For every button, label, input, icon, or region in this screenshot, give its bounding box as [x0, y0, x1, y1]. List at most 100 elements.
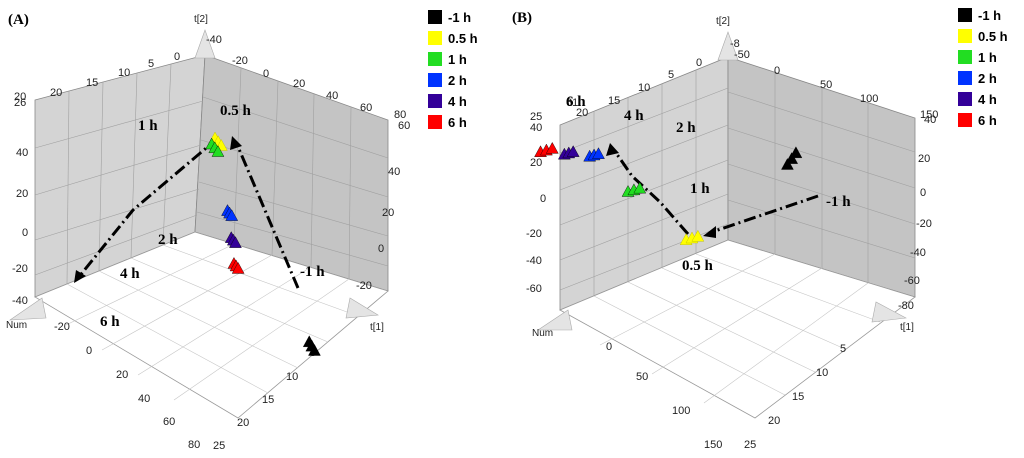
panel-a-num-top-ticks: 20 15 10 5 0	[50, 51, 180, 99]
svg-text:-80: -80	[898, 300, 914, 312]
panel-b-cluster-label-6h: 6 h	[566, 94, 586, 110]
svg-text:40: 40	[326, 90, 338, 102]
legend-swatch-0-5-h	[428, 31, 442, 45]
svg-text:60: 60	[163, 416, 175, 428]
panel-b-x-front-ticks: 5 10 15 20 25	[744, 343, 846, 451]
svg-text:-40: -40	[910, 247, 926, 259]
panel-a-num-axis-cone	[8, 297, 47, 321]
point-2-h	[225, 209, 239, 221]
point-1-h	[789, 146, 803, 159]
point-1-h	[633, 181, 647, 194]
svg-text:0: 0	[920, 187, 926, 199]
legend-label-2-h: 2 h	[448, 73, 467, 88]
svg-text:15: 15	[262, 394, 274, 406]
panel-a: (A)	[6, 10, 478, 452]
svg-text:5: 5	[148, 58, 154, 70]
panel-b-arrowhead-05	[703, 226, 716, 238]
point-6-h	[231, 262, 245, 274]
svg-text:15: 15	[608, 95, 620, 107]
panel-a-floor-grid	[65, 243, 359, 401]
panel-b-cluster-label-neg1h: -1 h	[826, 194, 851, 210]
panel-a-y-left-ticks: 26 20 40 20 0 -20 -40	[12, 91, 28, 307]
panel-b-y-right-ticks: 40 20 0 -20 -40 -60 -80	[898, 114, 936, 312]
svg-text:10: 10	[638, 82, 650, 94]
svg-text:0: 0	[696, 57, 702, 69]
svg-text:50: 50	[636, 371, 648, 383]
legend-swatch-2-h	[958, 71, 972, 85]
legend-swatch-6-h	[958, 113, 972, 127]
panel-a-num-front-ticks: -20 0 20 40 60 80	[54, 321, 200, 451]
svg-text:40: 40	[530, 122, 542, 134]
svg-text:0: 0	[22, 227, 28, 239]
svg-text:5: 5	[840, 343, 846, 355]
point-1-h	[785, 152, 799, 164]
panel-a-cluster-label-neg1h: -1 h	[300, 264, 325, 280]
svg-text:61: 61	[566, 97, 578, 109]
panel-b-y-axis-name: t[2]	[716, 16, 730, 27]
panel-b-trajectory-neg1-to-05	[711, 194, 819, 234]
panel-a-cluster-label-4h: 4 h	[120, 266, 140, 282]
svg-text:-20: -20	[526, 228, 542, 240]
svg-text:15: 15	[792, 391, 804, 403]
svg-text:100: 100	[860, 93, 878, 105]
panel-b: (B)	[512, 8, 1008, 451]
svg-text:0: 0	[774, 65, 780, 77]
panel-a-cluster-label-6h: 6 h	[100, 314, 120, 330]
svg-text:0: 0	[606, 341, 612, 353]
legend-swatch-4-h	[958, 92, 972, 106]
panel-a-cluster-label-2h: 2 h	[158, 232, 178, 248]
point-1-h	[308, 344, 321, 356]
svg-text:25: 25	[744, 439, 756, 451]
panel-a-x-axis-name: t[1]	[370, 322, 384, 333]
panel-b-cluster-label-4h: 4 h	[624, 108, 644, 124]
point-4-h	[566, 145, 580, 157]
panel-b-floor-grid	[593, 253, 881, 404]
svg-text:-20: -20	[916, 218, 932, 230]
panel-b-points	[534, 141, 803, 245]
panel-a-right-wall-grid	[196, 67, 389, 280]
panel-a-legend: -1 h 0.5 h 1 h 2 h 4 h 6 h	[428, 10, 478, 130]
svg-text:0: 0	[378, 243, 384, 255]
panel-b-legend: -1 h 0.5 h 1 h 2 h 4 h 6 h	[958, 8, 1008, 128]
legend-swatch-1-h	[958, 8, 972, 22]
legend-label-6-h: 6 h	[978, 113, 997, 128]
svg-text:150: 150	[920, 109, 938, 121]
legend-swatch-4-h	[428, 94, 442, 108]
legend-swatch-2-h	[428, 73, 442, 87]
panel-a-trajectory-05-to-6	[76, 136, 219, 279]
panel-a-points	[205, 131, 321, 356]
legend-label-2-h: 2 h	[978, 71, 997, 86]
panel-b-cluster-label-2h: 2 h	[676, 120, 696, 136]
legend-label-0-5-h: 0.5 h	[448, 31, 478, 46]
svg-text:20: 20	[293, 78, 305, 90]
panel-a-x-top-ticks: -20 0 20 40 60 80	[232, 55, 406, 121]
panel-b-x-axis-cone	[871, 301, 907, 323]
legend-label-0-5-h: 0.5 h	[978, 29, 1008, 44]
svg-text:40: 40	[388, 166, 400, 178]
panel-b-num-axis-cone	[537, 309, 573, 331]
svg-text:25: 25	[530, 111, 542, 123]
legend-label-1-h: 1 h	[448, 52, 467, 67]
svg-text:25: 25	[213, 440, 225, 452]
svg-text:50: 50	[820, 79, 832, 91]
panel-b-x-axis-name: t[1]	[900, 322, 914, 333]
legend-swatch-1-h	[958, 50, 972, 64]
svg-text:20: 20	[116, 369, 128, 381]
svg-text:10: 10	[816, 367, 828, 379]
legend-label-1-h: -1 h	[448, 10, 471, 25]
point-0-5-h	[691, 229, 705, 242]
panel-a-arrowhead-6	[74, 270, 86, 283]
panel-b-cluster-label-05h: 0.5 h	[682, 258, 714, 274]
svg-text:20: 20	[14, 91, 26, 103]
point-2-h	[592, 147, 605, 159]
svg-text:100: 100	[672, 405, 690, 417]
panel-a-trajectory	[74, 136, 300, 289]
svg-text:40: 40	[16, 147, 28, 159]
svg-text:15: 15	[86, 77, 98, 89]
panel-a-x-axis-cone	[345, 297, 379, 319]
panel-a-y-axis-name: t[2]	[194, 14, 208, 25]
panel-a-floor	[34, 231, 389, 419]
panel-b-num-front-ticks: 0 50 100 150	[606, 341, 722, 451]
point-6-h	[545, 141, 559, 154]
panel-b-y-axis-cone	[717, 31, 739, 61]
